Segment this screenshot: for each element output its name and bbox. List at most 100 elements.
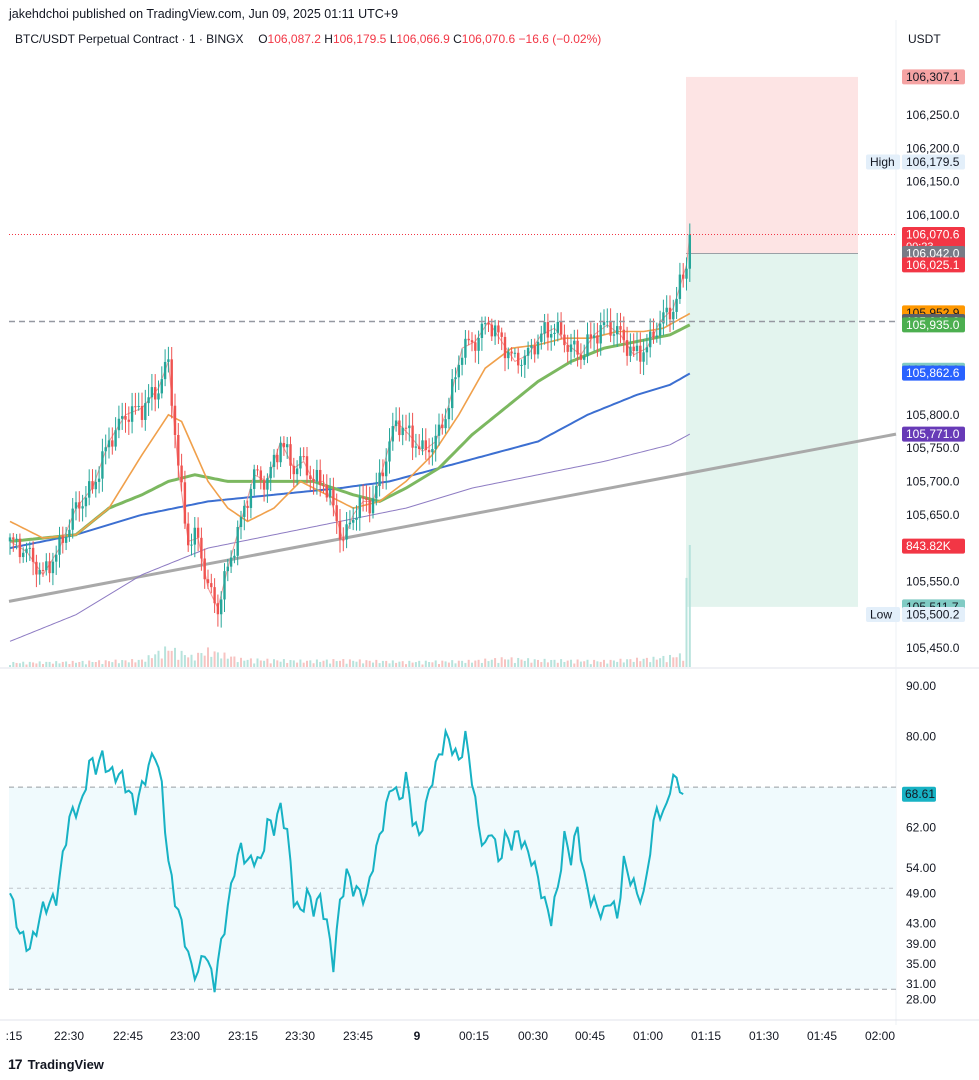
candle-body xyxy=(286,444,289,448)
volume-bar xyxy=(177,659,180,667)
currency-label[interactable]: USDT xyxy=(908,32,941,46)
volume-bar xyxy=(183,655,186,667)
candle-body xyxy=(385,461,388,477)
volume-bar xyxy=(246,659,249,667)
time-axis[interactable]: :15 22:30 22:45 23:00 23:15 23:30 23:45 9 00:15 0… xyxy=(0,1019,979,1043)
volume-bar xyxy=(398,661,401,667)
candle-body xyxy=(517,352,520,366)
volume-bar xyxy=(682,660,685,667)
volume-bar xyxy=(289,659,292,667)
candle-body xyxy=(177,434,180,466)
candle-body xyxy=(315,469,319,482)
price-tick-label: 105,550.0 xyxy=(906,574,960,588)
candle-body xyxy=(408,425,411,429)
volume-bar xyxy=(32,662,35,667)
candle-body xyxy=(447,408,451,420)
volume-bar xyxy=(626,659,629,667)
price-tick-label: 106,150.0 xyxy=(906,175,960,189)
candle-body xyxy=(510,351,513,354)
candle-body xyxy=(71,508,74,530)
rsi-axis[interactable]: 90.00 80.00 62.00 54.00 49.00 43.00 39.00 35.00… xyxy=(902,679,936,1006)
candle-body xyxy=(295,468,299,475)
candle-body xyxy=(612,334,616,336)
candle-body xyxy=(335,505,338,521)
candle-body xyxy=(203,558,206,580)
volume-bar xyxy=(332,659,335,667)
candle-body xyxy=(487,323,490,325)
candle-body xyxy=(573,340,576,345)
price-chart[interactable]: 106,250.0 106,200.0 106,150.0 106,100.0 105,… xyxy=(0,0,979,1045)
candle-body xyxy=(35,561,38,575)
candle-body xyxy=(124,416,127,420)
candle-body xyxy=(332,489,335,506)
volume-bar xyxy=(645,657,648,667)
volume-bar xyxy=(520,659,523,667)
volume-bar xyxy=(296,662,299,667)
volume-bar xyxy=(421,664,424,667)
tradingview-footer[interactable]: 17 TradingView xyxy=(8,1056,104,1072)
volume-bar xyxy=(45,661,48,667)
candle-body xyxy=(45,561,48,571)
trendline[interactable] xyxy=(8,432,897,603)
price-tick-label: 105,450.0 xyxy=(906,641,960,655)
volume-bar xyxy=(180,650,183,667)
volume-bar xyxy=(510,657,513,667)
price-label-box xyxy=(902,69,965,85)
candle-body xyxy=(533,345,536,355)
volume-bar xyxy=(160,658,163,667)
volume-bar xyxy=(282,659,285,667)
volume-bar xyxy=(98,660,101,667)
candle-body xyxy=(678,274,682,299)
rsi-tick-label: 31.00 xyxy=(906,977,936,991)
candle-body xyxy=(55,554,58,562)
price-label-text: 106,179.5 xyxy=(906,155,960,169)
volume-bar xyxy=(348,659,351,667)
volume-bar xyxy=(352,660,355,667)
volume-bar xyxy=(108,661,110,667)
candle-body xyxy=(137,405,140,407)
volume-bar xyxy=(688,545,691,667)
volume-bar xyxy=(424,660,427,667)
price-tick-label: 106,200.0 xyxy=(906,141,960,155)
candle-body xyxy=(546,322,550,338)
symbol-legend[interactable]: BTC/USDT Perpetual Contract · 1 · BINGX … xyxy=(15,32,601,46)
volume-bar xyxy=(573,663,576,667)
candle-body xyxy=(470,340,474,343)
candle-body xyxy=(210,583,213,588)
candle-body xyxy=(262,480,266,490)
candle-body xyxy=(200,537,203,559)
volume-bar xyxy=(546,662,549,667)
symbol-name: BTC/USDT Perpetual Contract · 1 · BINGX xyxy=(15,32,244,46)
candle-body xyxy=(503,336,507,359)
candle-body xyxy=(635,345,639,352)
price-axis[interactable]: 106,250.0 106,200.0 106,150.0 106,100.0 105,… xyxy=(906,108,960,655)
volume-bar xyxy=(223,652,226,667)
price-label-text: 106,042.0 xyxy=(906,247,960,261)
candle-body xyxy=(434,435,437,450)
candle-body xyxy=(114,430,117,447)
candle-body xyxy=(507,351,510,359)
candle-body xyxy=(18,538,22,558)
rsi-last-value-box xyxy=(902,786,936,802)
volume-bar xyxy=(388,663,391,667)
price-tick-label: 105,650.0 xyxy=(906,508,960,522)
volume-bar xyxy=(480,662,483,667)
price-label-prefix-box xyxy=(866,607,900,623)
candle-body xyxy=(490,324,493,337)
candle-body xyxy=(602,322,606,326)
price-tick-label: 105,800.0 xyxy=(906,408,960,422)
volume-bar xyxy=(203,655,206,667)
candle-body xyxy=(256,469,259,471)
candle-body xyxy=(424,440,427,451)
candle-body xyxy=(444,419,447,429)
ema-short-line xyxy=(9,234,691,610)
candle-body xyxy=(622,329,625,341)
volume-bar xyxy=(193,660,196,667)
volume-bar xyxy=(147,655,150,667)
volume-bar xyxy=(418,660,421,667)
volume-bar xyxy=(517,657,520,667)
volume-bar xyxy=(556,662,559,667)
candle-body xyxy=(272,454,276,467)
volume-bar xyxy=(563,661,566,667)
rsi-line xyxy=(9,727,684,993)
